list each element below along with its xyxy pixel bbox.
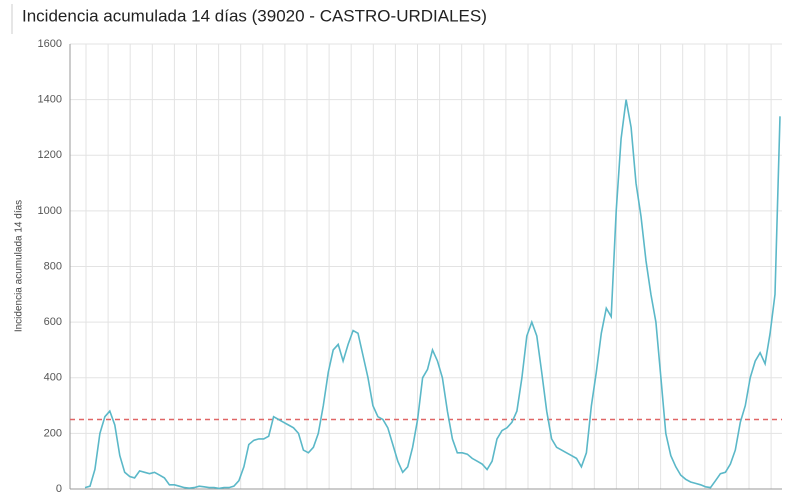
y-tick-label: 200	[44, 427, 62, 439]
y-tick-label: 400	[44, 372, 62, 384]
y-tick-label: 1200	[38, 149, 62, 161]
y-tick-label: 1400	[38, 94, 62, 106]
y-tick-label: 0	[56, 483, 62, 495]
chart-title: Incidencia acumulada 14 días (39020 - CA…	[22, 6, 487, 25]
y-axis-label: Incidencia acumulada 14 días	[14, 200, 25, 332]
data-line	[84, 99, 781, 490]
y-tick-label: 1000	[38, 205, 62, 217]
y-tick-label: 800	[44, 260, 62, 272]
y-tick-label: 600	[44, 316, 62, 328]
y-tick-label: 1600	[38, 38, 62, 50]
